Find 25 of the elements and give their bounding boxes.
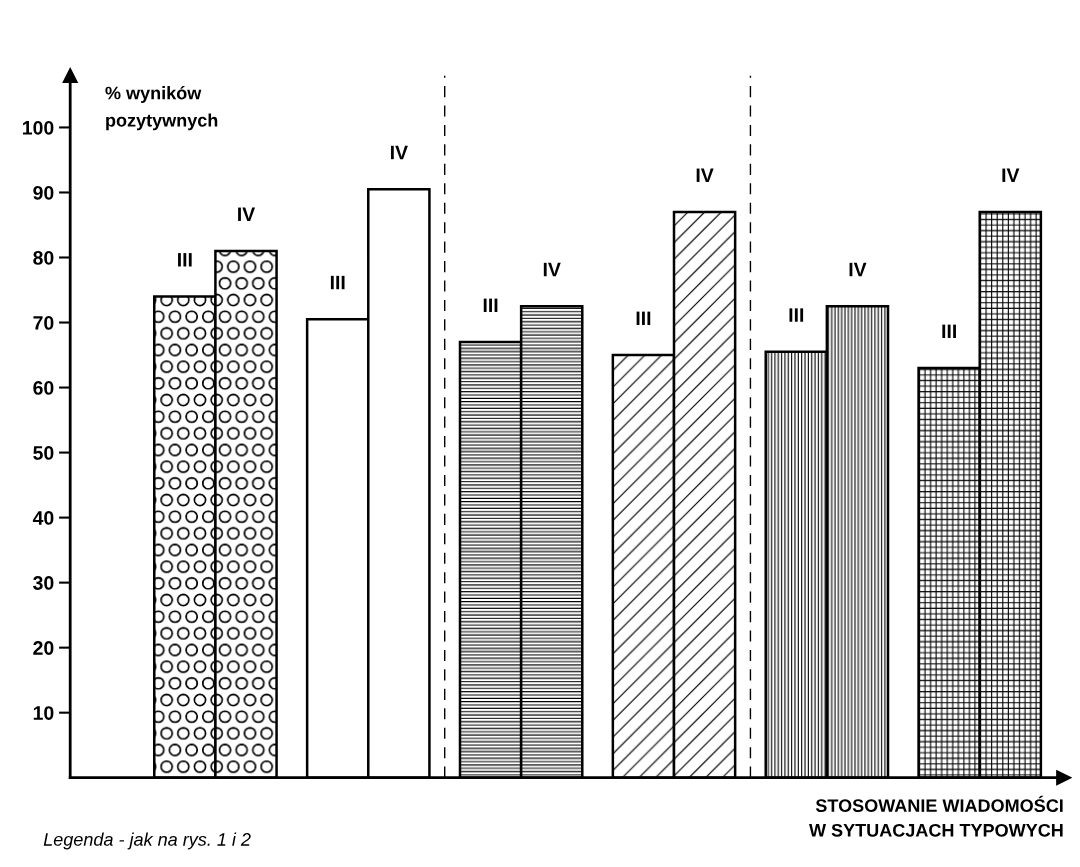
text: IV bbox=[849, 262, 867, 277]
y-tick-label: 80 bbox=[33, 250, 54, 265]
series-label: III bbox=[178, 253, 192, 267]
x-axis-title: STOSOWANIE WIADOMOŚCI W SYTUACJACH TYPOWYCH bbox=[809, 795, 1063, 837]
series-label: IV bbox=[390, 145, 408, 160]
text: IV bbox=[238, 207, 256, 221]
y-axis-title: % wyników pozytywnych bbox=[105, 85, 218, 131]
y-tick-label: 20 bbox=[33, 641, 54, 655]
y-tick-label: 60 bbox=[33, 381, 54, 395]
text: III bbox=[483, 298, 498, 312]
text: IV bbox=[543, 262, 561, 277]
y-tick-label: 70 bbox=[33, 315, 54, 330]
text: III bbox=[942, 324, 956, 338]
y-tick-label: 10 bbox=[33, 706, 54, 720]
text: III bbox=[789, 308, 804, 322]
text: III bbox=[636, 311, 651, 325]
text: Legenda - jak na rys. 1 i 2 bbox=[43, 832, 251, 850]
y-tick-label: 50 bbox=[33, 446, 54, 460]
y-tick-label: 30 bbox=[33, 576, 54, 590]
text: IV bbox=[1002, 168, 1020, 182]
text: IV bbox=[696, 168, 714, 182]
text: III bbox=[330, 275, 345, 290]
y-tick-label: 90 bbox=[33, 185, 54, 200]
y-tick-label: 40 bbox=[32, 511, 54, 525]
y-tick-label: 100 bbox=[23, 120, 54, 135]
